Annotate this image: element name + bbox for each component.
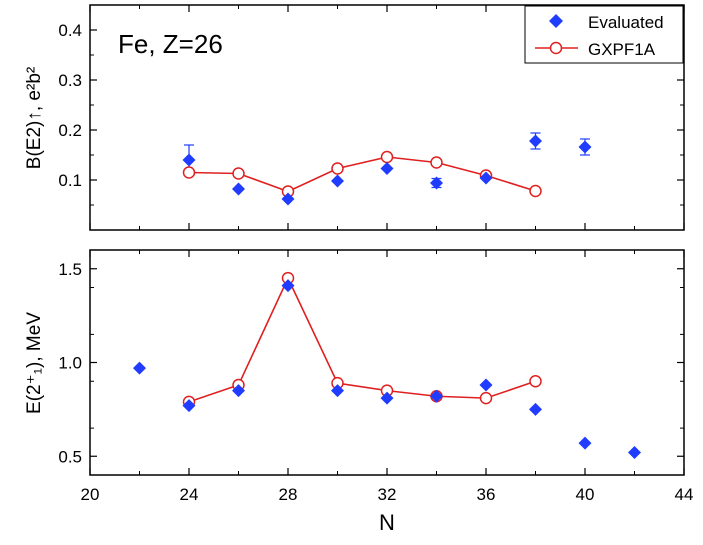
bottom-evaluated-point — [529, 402, 542, 416]
top-gxpf1a-point — [232, 167, 245, 180]
bottom-evaluated-point — [232, 384, 245, 398]
x-tick-label: 32 — [378, 485, 397, 504]
bottom-y-tick-label: 1.0 — [58, 354, 82, 373]
top-evaluated-point — [430, 176, 443, 190]
top-evaluated-point — [182, 153, 196, 167]
x-tick-label: 36 — [477, 485, 496, 504]
x-tick-label: 24 — [180, 485, 199, 504]
bottom-gxpf1a-point — [529, 375, 542, 388]
top-y-tick-label: 0.4 — [58, 21, 82, 40]
bottom-evaluated-point — [331, 384, 344, 398]
top-gxpf1a-line — [188, 156, 536, 193]
top-evaluated-point — [529, 134, 542, 148]
x-axis-label: N — [379, 510, 395, 535]
bottom-panel: 20 24 28 32 36 40 44 0.5 1.0 1.5 E(2⁺₁), MeV N — [24, 249, 694, 535]
top-gxpf1a-point — [380, 150, 394, 164]
top-evaluated-point — [281, 192, 295, 206]
bottom-y-tick-label: 0.5 — [58, 447, 82, 466]
top-evaluated-point — [380, 162, 394, 175]
x-tick-label: 40 — [576, 485, 595, 504]
top-panel: 0.1 0.2 0.3 0.4 Fe, Z=26 B(E2)↑, e²b² Evalu… — [24, 4, 685, 231]
top-evaluated-point — [479, 171, 493, 185]
bottom-gxpf1a-line — [188, 276, 536, 403]
top-ylabel: B(E2)↑, e²b² — [24, 67, 45, 169]
x-tick-label: 20 — [81, 485, 100, 504]
top-y-tick-label: 0.2 — [58, 121, 82, 140]
bottom-evaluated-point — [430, 389, 443, 403]
bottom-gxpf1a-point — [479, 391, 493, 405]
top-gxpf1a-point — [430, 156, 443, 169]
legend: Evaluated GXPF1A — [524, 5, 684, 64]
bottom-ylabel: E(2⁺₁), MeV — [24, 312, 45, 414]
top-y-tick-label: 0.1 — [58, 171, 82, 190]
top-evaluated-point — [331, 174, 344, 188]
legend-label-evaluated: Evaluated — [588, 13, 664, 32]
top-gxpf1a-point — [182, 166, 196, 179]
bottom-evaluated-point — [281, 279, 295, 293]
legend-circle-icon — [549, 41, 563, 55]
top-gxpf1a-point — [529, 184, 542, 198]
top-evaluated-point — [232, 182, 245, 196]
bottom-evaluated-point — [479, 378, 493, 392]
legend-diamond-icon — [549, 14, 563, 28]
bottom-evaluated-point — [578, 436, 592, 450]
bottom-evaluated-point — [628, 446, 641, 459]
x-tick-label: 44 — [675, 485, 694, 504]
legend-label-gxpf1a: GXPF1A — [588, 40, 656, 59]
top-gxpf1a-point — [331, 162, 344, 175]
legend-box — [524, 5, 684, 64]
top-evaluated-point — [578, 140, 592, 154]
x-tick-label: 28 — [279, 485, 298, 504]
bottom-plot-frame — [89, 249, 685, 476]
top-annotation: Fe, Z=26 — [118, 29, 223, 59]
bottom-evaluated-point — [380, 391, 394, 405]
bottom-y-tick-label: 1.5 — [58, 260, 82, 279]
top-y-tick-label: 0.3 — [58, 71, 82, 90]
bottom-evaluated-point — [133, 361, 146, 375]
bottom-evaluated-point — [182, 399, 196, 413]
